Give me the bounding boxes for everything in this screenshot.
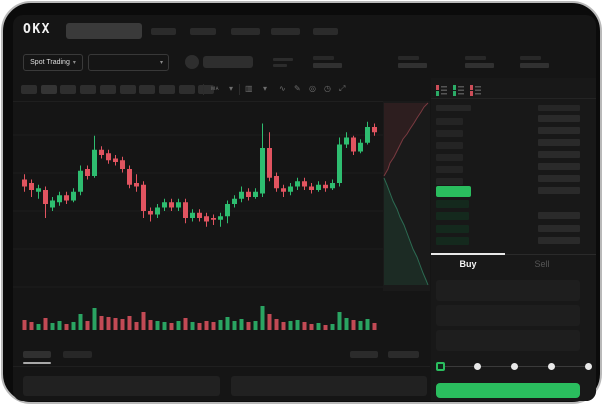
nav-item-placeholder[interactable] (151, 28, 176, 35)
bid-price[interactable] (436, 237, 469, 246)
timeframe-button[interactable] (139, 85, 156, 94)
timeframe-button[interactable] (40, 85, 57, 94)
spot-trading-dropdown[interactable]: Spot Trading ▾ (23, 54, 83, 71)
ask-price[interactable] (436, 178, 463, 185)
account-menu-placeholder[interactable] (203, 56, 253, 68)
slider-stop-dot[interactable] (584, 363, 592, 370)
clock-icon[interactable]: ◷ (324, 84, 331, 93)
bid-price[interactable] (436, 224, 469, 233)
chevron-down-icon[interactable]: ▾ (229, 84, 234, 93)
timeframe-button[interactable] (119, 85, 136, 94)
ticker-stat (465, 56, 494, 68)
timeframe-button[interactable] (158, 85, 175, 94)
orderbook-header[interactable] (436, 105, 471, 111)
bottom-tab-active[interactable] (23, 351, 51, 358)
order-input-field[interactable] (436, 280, 580, 301)
ask-amount[interactable] (538, 187, 580, 194)
last-price-badge[interactable] (436, 186, 471, 197)
toolbar-divider (203, 84, 204, 95)
divider (13, 366, 430, 367)
orderbook-bids-icon[interactable] (453, 83, 465, 96)
divider (431, 98, 596, 99)
tabbar-line (431, 254, 596, 255)
camera-icon[interactable]: ◎ (309, 84, 316, 93)
chevron-down-icon[interactable]: ▾ (263, 84, 268, 93)
pair-selector-dropdown[interactable]: ▾ (88, 54, 169, 71)
bid-amount[interactable] (538, 224, 580, 232)
toolbar-divider (239, 84, 240, 95)
slider-stop-dot[interactable] (510, 363, 518, 370)
ask-amount[interactable] (538, 139, 580, 146)
ask-amount[interactable] (538, 175, 580, 182)
slider-stop-dot[interactable] (547, 363, 555, 370)
slider-handle[interactable] (436, 362, 445, 371)
order-input-field[interactable] (436, 330, 580, 351)
chevron-down-icon: ▾ (159, 59, 163, 66)
timeframe-button[interactable] (80, 85, 97, 94)
nav-item-placeholder[interactable] (313, 28, 338, 35)
search-input[interactable] (66, 23, 142, 39)
draw-pencil-icon[interactable]: ✎ (294, 84, 301, 93)
okx-logo[interactable]: OKX (23, 22, 51, 37)
ask-amount[interactable] (538, 115, 580, 122)
chevron-down-icon: ▾ (72, 59, 76, 66)
bottom-tab[interactable] (63, 351, 92, 358)
bid-amount[interactable] (538, 237, 580, 245)
ask-price[interactable] (436, 130, 463, 137)
timeframe-button[interactable] (99, 85, 116, 94)
buy-submit-button[interactable] (436, 383, 580, 398)
spot-trading-label: Spot Trading (30, 59, 70, 66)
slider-stop-dot[interactable] (473, 363, 481, 370)
balance-lines (273, 58, 293, 67)
ticker-stat (520, 56, 549, 68)
bottom-field-placeholder[interactable] (231, 376, 427, 396)
bottom-field-placeholder[interactable] (23, 376, 220, 396)
nav-item-placeholder[interactable] (190, 28, 216, 35)
timeframe-button[interactable] (60, 85, 77, 94)
ask-price[interactable] (436, 166, 463, 173)
ask-price[interactable] (436, 142, 463, 149)
orderbook-header[interactable] (538, 105, 580, 111)
top-nav (13, 15, 596, 51)
bottom-action-placeholder[interactable] (388, 351, 419, 358)
bid-price[interactable] (436, 200, 469, 208)
tab-sell[interactable]: Sell (534, 259, 550, 269)
bottom-tab-underline (23, 362, 51, 364)
line-wave-icon[interactable]: ∿ (279, 84, 286, 93)
orderbook-both-icon[interactable] (436, 83, 448, 96)
tab-buy[interactable]: Buy (459, 259, 477, 269)
order-input-field[interactable] (436, 305, 580, 326)
bid-amount[interactable] (538, 212, 580, 220)
timeframe-button[interactable] (178, 85, 195, 94)
ask-amount[interactable] (538, 151, 580, 158)
ticker-stat (313, 56, 342, 68)
ask-amount[interactable] (538, 127, 580, 134)
chart-canvas (13, 101, 430, 330)
app-window: OKX Spot Trading ▾ ▾ ᴍᴀ ▾ ▥ ▾ ∿ ✎ ◎ ◷ ⤢ (13, 15, 596, 401)
orderbook-asks-icon[interactable] (470, 83, 482, 96)
ask-price[interactable] (436, 154, 463, 161)
ask-amount[interactable] (538, 163, 580, 170)
active-tab-indicator (431, 253, 505, 255)
candlestick-chart[interactable] (13, 101, 430, 348)
bottom-action-placeholder[interactable] (350, 351, 378, 358)
bid-price[interactable] (436, 212, 469, 221)
fullscreen-icon[interactable]: ⤢ (339, 84, 346, 93)
ticker-stat (398, 56, 427, 68)
timeframe-button[interactable] (21, 85, 37, 94)
nav-item-placeholder[interactable] (231, 28, 260, 35)
ask-price[interactable] (436, 118, 463, 125)
candle-style-icon[interactable]: ▥ (245, 84, 253, 93)
indicator-ma-icon[interactable]: ᴍᴀ (211, 86, 220, 92)
nav-item-placeholder[interactable] (271, 28, 300, 35)
avatar[interactable] (185, 55, 199, 69)
divider (13, 101, 430, 102)
timeframe-button[interactable] (198, 85, 215, 94)
order-book-panel: Buy Sell (431, 78, 596, 401)
